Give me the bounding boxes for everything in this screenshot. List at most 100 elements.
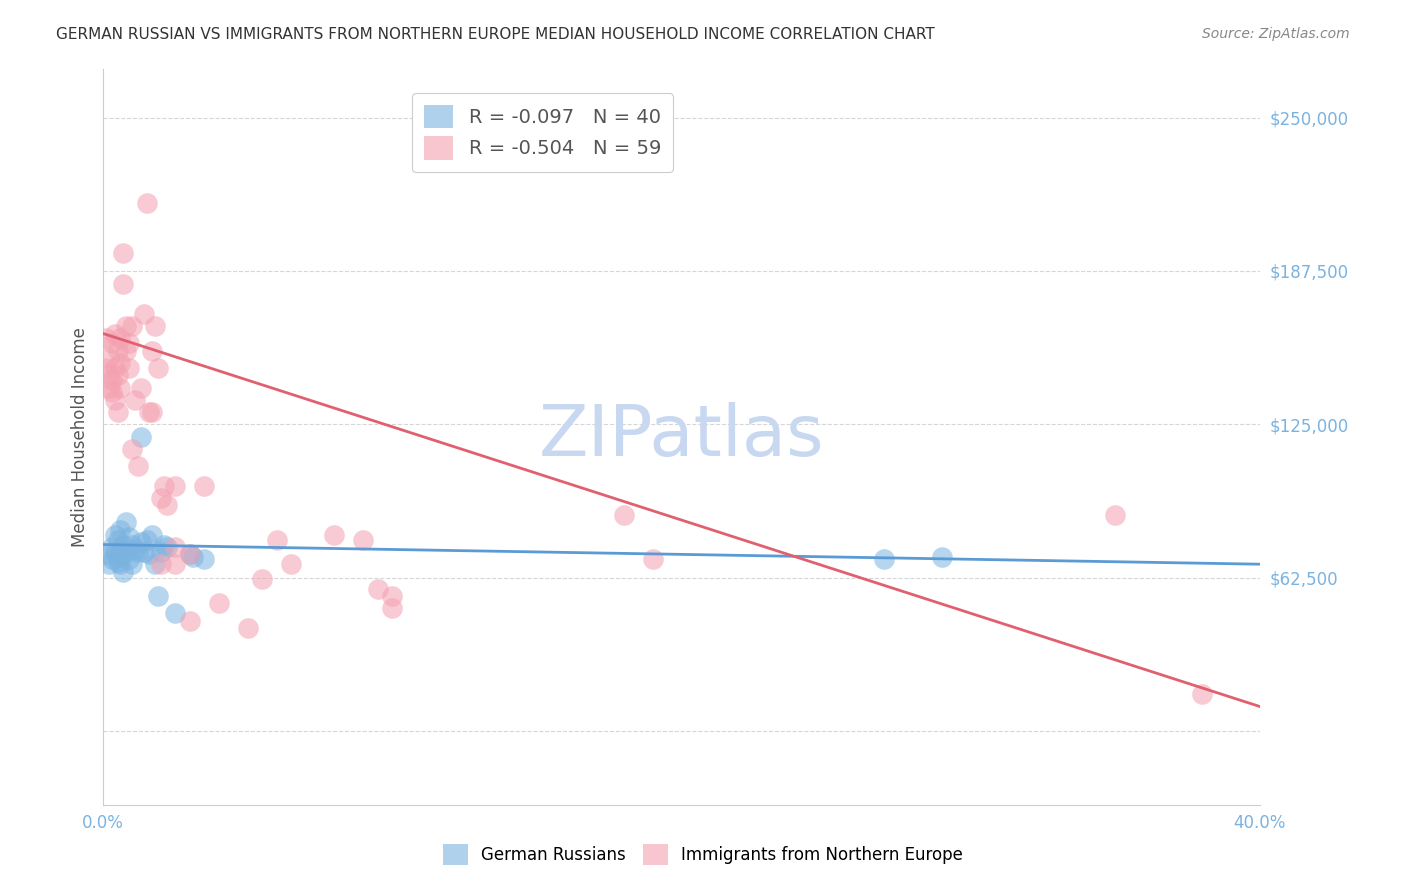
Point — [129, 429, 152, 443]
Point — [165, 607, 187, 621]
Point — [107, 533, 129, 547]
Point — [127, 458, 149, 473]
Point — [135, 196, 157, 211]
Point — [110, 380, 132, 394]
Point — [153, 478, 176, 492]
Text: GERMAN RUSSIAN VS IMMIGRANTS FROM NORTHERN EUROPE MEDIAN HOUSEHOLD INCOME CORREL: GERMAN RUSSIAN VS IMMIGRANTS FROM NORTHE… — [56, 27, 935, 42]
Legend: R = -0.097   N = 40, R = -0.504   N = 59: R = -0.097 N = 40, R = -0.504 N = 59 — [412, 93, 673, 171]
Point — [165, 558, 187, 572]
Point — [118, 336, 141, 351]
Point — [110, 331, 132, 345]
Point — [112, 565, 135, 579]
Point — [367, 582, 389, 596]
Point — [110, 523, 132, 537]
Text: ZIPatlas: ZIPatlas — [538, 402, 824, 471]
Point — [149, 545, 172, 559]
Point — [107, 555, 129, 569]
Point — [129, 535, 152, 549]
Point — [104, 392, 127, 407]
Point — [101, 385, 124, 400]
Point — [118, 530, 141, 544]
Point — [138, 548, 160, 562]
Y-axis label: Median Household Income: Median Household Income — [72, 326, 89, 547]
Point — [1191, 687, 1213, 701]
Point — [141, 343, 163, 358]
Point — [107, 368, 129, 383]
Point — [129, 380, 152, 394]
Point — [181, 549, 204, 564]
Point — [118, 552, 141, 566]
Point — [107, 405, 129, 419]
Point — [179, 614, 201, 628]
Legend: German Russians, Immigrants from Northern Europe: German Russians, Immigrants from Norther… — [433, 834, 973, 875]
Point — [143, 558, 166, 572]
Point — [132, 307, 155, 321]
Point — [141, 405, 163, 419]
Point — [101, 373, 124, 387]
Point — [121, 442, 143, 456]
Point — [352, 533, 374, 547]
Point — [112, 245, 135, 260]
Point — [94, 331, 117, 345]
Point — [104, 360, 127, 375]
Point — [132, 545, 155, 559]
Point — [165, 478, 187, 492]
Point — [115, 319, 138, 334]
Point — [381, 589, 404, 603]
Point — [236, 621, 259, 635]
Point — [94, 360, 117, 375]
Point — [381, 601, 404, 615]
Point — [146, 360, 169, 375]
Point — [135, 533, 157, 547]
Point — [143, 319, 166, 334]
Point — [250, 572, 273, 586]
Point — [931, 549, 953, 564]
Point — [127, 545, 149, 559]
Point — [101, 552, 124, 566]
Point — [97, 351, 120, 365]
Point — [118, 360, 141, 375]
Point — [115, 343, 138, 358]
Point — [115, 516, 138, 530]
Point — [193, 478, 215, 492]
Point — [208, 597, 231, 611]
Point — [121, 558, 143, 572]
Point — [141, 527, 163, 541]
Point — [101, 336, 124, 351]
Point — [115, 545, 138, 559]
Point — [104, 545, 127, 559]
Point — [165, 540, 187, 554]
Point — [110, 542, 132, 557]
Point — [112, 548, 135, 562]
Point — [641, 552, 664, 566]
Point — [124, 542, 146, 557]
Point — [149, 491, 172, 505]
Point — [193, 552, 215, 566]
Point — [149, 558, 172, 572]
Point — [873, 552, 896, 566]
Point — [266, 533, 288, 547]
Point — [153, 538, 176, 552]
Point — [121, 319, 143, 334]
Point — [107, 343, 129, 358]
Point — [104, 326, 127, 341]
Point — [138, 405, 160, 419]
Point — [1104, 508, 1126, 522]
Point — [112, 538, 135, 552]
Point — [110, 356, 132, 370]
Point — [112, 277, 135, 292]
Point — [323, 527, 346, 541]
Point — [97, 368, 120, 383]
Point — [97, 558, 120, 572]
Point — [110, 558, 132, 572]
Point — [121, 538, 143, 552]
Point — [280, 558, 302, 572]
Point — [94, 548, 117, 562]
Point — [101, 540, 124, 554]
Point — [107, 549, 129, 564]
Point — [613, 508, 636, 522]
Text: Source: ZipAtlas.com: Source: ZipAtlas.com — [1202, 27, 1350, 41]
Point — [124, 392, 146, 407]
Point — [97, 380, 120, 394]
Point — [179, 548, 201, 562]
